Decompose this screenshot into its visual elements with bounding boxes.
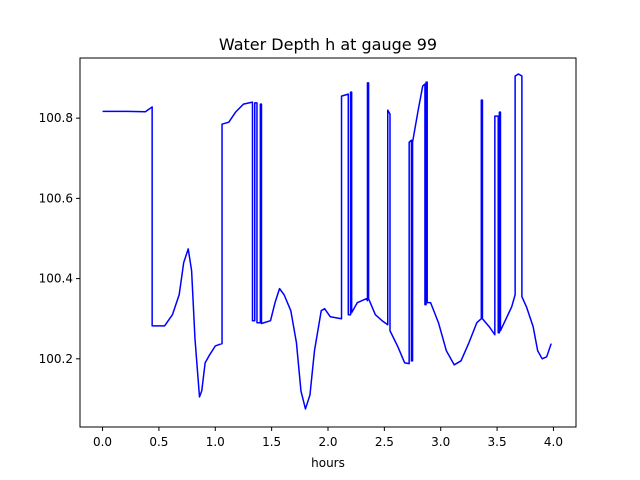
y-tick-label: 100.4 [39,272,73,286]
x-tick-label: 2.5 [375,435,394,449]
chart-title: Water Depth h at gauge 99 [219,35,437,54]
plot-area [79,57,577,428]
x-tick-label: 0.5 [149,435,168,449]
y-tick-label: 100.6 [39,191,73,205]
y-tick-label: 100.2 [39,352,73,366]
x-tick-label: 1.0 [206,435,225,449]
x-tick-label: 4.0 [544,435,563,449]
series-layer [102,73,552,410]
series-line [102,73,552,410]
y-tick-label: 100.8 [39,111,73,125]
x-tick-label: 3.0 [431,435,450,449]
y-axis: 100.2 100.4 100.6 100.8 [39,111,80,366]
x-tick-label: 2.0 [318,435,337,449]
x-tick-label: 3.5 [488,435,507,449]
x-axis-label: hours [311,456,345,470]
x-tick-label: 1.5 [262,435,281,449]
x-axis: 0.0 0.5 1.0 1.5 2.0 2.5 3.0 3.5 4.0 [93,427,563,449]
x-tick-label: 0.0 [93,435,112,449]
